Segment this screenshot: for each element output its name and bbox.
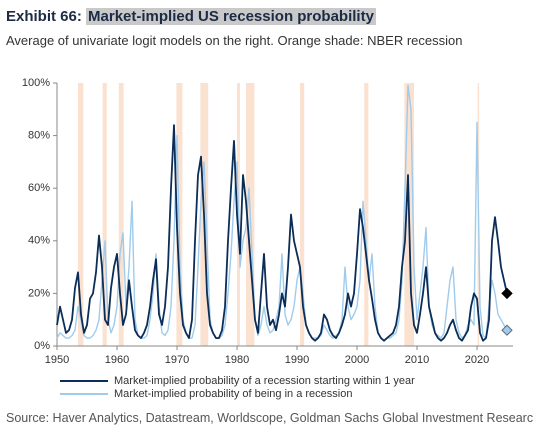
- y-tick-label: 40%: [28, 235, 50, 247]
- x-tick-label: 1980: [225, 354, 249, 366]
- y-tick-label: 60%: [28, 182, 50, 194]
- series-line: [56, 124, 508, 342]
- end-marker: [501, 287, 513, 300]
- x-tick-label: 1990: [285, 354, 309, 366]
- x-tick-label: 1970: [165, 354, 189, 366]
- x-tick-label: 2010: [405, 354, 429, 366]
- x-tick-label: 1960: [105, 354, 129, 366]
- series-line: [56, 84, 508, 342]
- title: Exhibit 66: Market-implied US recession …: [6, 8, 376, 25]
- title-prefix: Exhibit 66:: [6, 8, 82, 25]
- legend-label: Market-implied probability of being in a…: [114, 388, 352, 400]
- chart: 0% 20% 40% 60% 80% 100% 1950 1960 1970 1980 1990 20…: [22, 77, 513, 400]
- x-tick-label: 2000: [345, 354, 369, 366]
- y-tick-label: 100%: [22, 77, 50, 89]
- x-tick-label: 2020: [465, 354, 489, 366]
- end-marker: [501, 324, 513, 336]
- x-tick-label: 1950: [45, 354, 69, 366]
- y-tick-label: 80%: [28, 130, 50, 142]
- subtitle: Average of univariate logit models on th…: [6, 33, 463, 48]
- recession-shade: [118, 83, 124, 346]
- recession-shade: [78, 83, 84, 346]
- recession-shade: [300, 83, 305, 346]
- title-text: Market-implied US recession probability: [86, 8, 376, 25]
- y-tick-label: 0%: [34, 340, 50, 352]
- legend-label: Market-implied probability of a recessio…: [114, 375, 415, 387]
- recession-shade: [364, 83, 369, 346]
- recession-shade: [102, 83, 107, 346]
- y-tick-label: 20%: [28, 287, 50, 299]
- source: Source: Haver Analytics, Datastream, Wor…: [6, 411, 534, 425]
